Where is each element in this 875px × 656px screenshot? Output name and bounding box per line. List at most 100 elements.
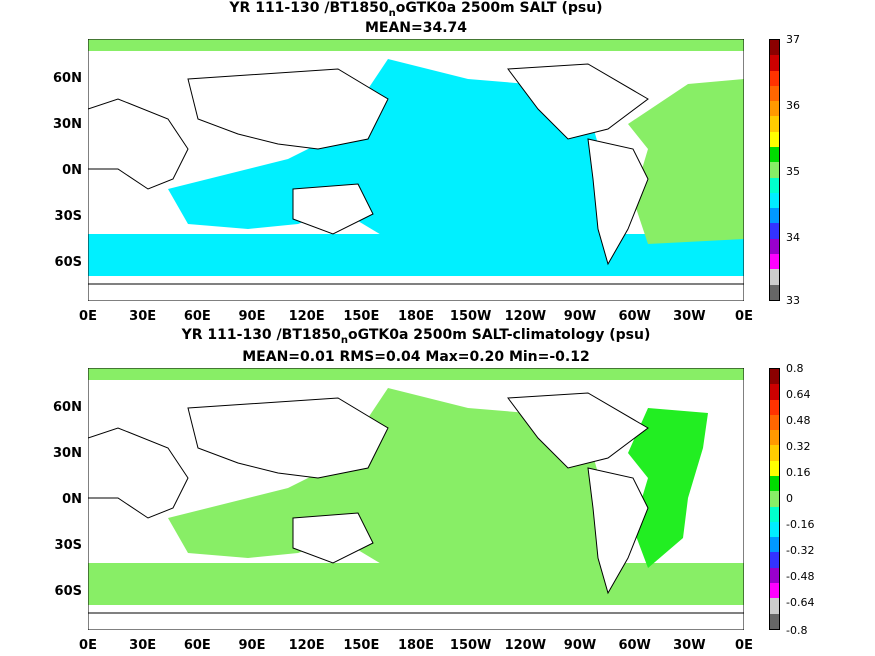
colorbar-swatch [770,131,779,147]
lon-label: 60E [183,309,211,324]
panel1-lat-label: 60S [54,255,82,270]
lon-label: 30W [673,638,706,653]
lon-label: 150W [449,309,492,324]
colorbar-swatch [770,475,779,492]
panel1-lat-label: 60N [53,71,82,86]
panel2-north-america [507,392,649,469]
panel1-title-line2: MEAN=34.74 [364,20,468,36]
lon-label: 150E [343,638,380,653]
lon-label: 180E [397,638,435,653]
panel2-australia [292,512,374,564]
colorbar-swatch [770,223,779,239]
lon-label: 30W [673,309,706,324]
colorbar-swatch [770,613,779,629]
colorbar-swatch [770,369,779,385]
panel1-map [88,39,744,301]
panel2-south-america [587,467,649,595]
panel1-atlantic-fill [628,79,744,244]
panel1-colorbar-label: 37 [786,33,800,46]
panel2-colorbar-label: -0.32 [786,544,815,557]
panel2-title-line2: MEAN=0.01 RMS=0.04 Max=0.20 Min=-0.12 [242,349,590,365]
panel2-lat-label: 0N [62,492,82,507]
panel1-antarctica [88,283,744,301]
panel2-colorbar-label: -0.8 [786,624,808,637]
lon-label: 90E [238,638,266,653]
panel1-colorbar-label: 36 [786,99,800,112]
colorbar-swatch [770,40,779,56]
lon-label: 30E [129,638,157,653]
colorbar-swatch [770,284,779,300]
colorbar-swatch [770,552,779,568]
lon-label: 150E [343,309,380,324]
panel2-colorbar-label: 0.48 [786,414,811,427]
colorbar-swatch [770,414,779,431]
panel2-atlantic-fill [628,408,708,568]
lon-label: 150W [449,638,492,653]
panel1-lat-label: 30S [54,209,82,224]
lon-label: 60E [183,638,211,653]
lon-label: 120E [288,309,325,324]
panel1-south-america [587,138,649,266]
colorbar-swatch [770,491,779,507]
colorbar-swatch [770,162,779,178]
lon-label: 30E [129,309,157,324]
panel1-arctic-fill [88,39,744,51]
panel2-colorbar-label: -0.48 [786,570,815,583]
panel1-colorbar-label: 33 [786,294,800,307]
panel1-lat-label: 0N [62,163,82,178]
colorbar-swatch [770,399,779,415]
colorbar-swatch [770,238,779,254]
colorbar-swatch [770,208,779,224]
lon-label: 0E [79,638,97,653]
panel2-colorbar-label: 0.64 [786,388,811,401]
colorbar-swatch [770,177,779,193]
colorbar-swatch [770,85,779,102]
panel1-australia [292,183,374,235]
lon-label: 120E [288,638,325,653]
panel1-pacific-indian-fill [168,59,608,274]
colorbar-swatch [770,116,779,132]
panel1-africa [88,98,189,190]
panel2-lat-label: 60N [53,400,82,415]
lon-label: 60W [618,638,651,653]
panel1-title-line1: YR 111-130 /BT1850noGTK0a 2500m SALT (ps… [229,0,603,19]
panel2-colorbar-label: -0.16 [786,518,815,531]
panel1-north-america [507,63,649,140]
lon-label: 0E [735,638,753,653]
colorbar-swatch [770,192,779,209]
panel2-colorbar-label: 0.32 [786,440,811,453]
colorbar-swatch [770,146,779,163]
colorbar-swatch [770,70,779,86]
panel2-colorbar-label: 0 [786,492,793,505]
lon-label: 90E [238,309,266,324]
colorbar-swatch [770,384,779,400]
lon-label: 120W [504,309,547,324]
panel2-colorbar-label: 0.8 [786,362,804,375]
colorbar-swatch [770,582,779,599]
colorbar-swatch [770,460,779,476]
colorbar-swatch [770,55,779,71]
panel1-lat-label: 30N [53,117,82,132]
panel1-colorbar [769,39,780,301]
panel2-asia [187,397,389,479]
colorbar-swatch [770,567,779,583]
panel1-asia [187,68,389,150]
lon-label: 120W [504,638,547,653]
panel2-africa [88,427,189,519]
panel2-pacific-indian-fill [168,388,608,603]
lon-label: 90W [563,638,597,653]
panel1-colorbar-label: 35 [786,165,800,178]
panel2-antarctica [88,612,744,630]
lon-label: 90W [563,309,597,324]
lon-label: 60W [618,309,651,324]
panel1-southern-ocean-fill [88,234,744,276]
panel2-map [88,368,744,630]
colorbar-swatch [770,598,779,614]
colorbar-swatch [770,101,779,117]
colorbar-swatch [770,253,779,270]
panel2-arctic-fill [88,368,744,380]
panel2-lat-label: 30S [54,538,82,553]
colorbar-swatch [770,506,779,522]
lon-label: 180E [397,309,435,324]
colorbar-swatch [770,445,779,461]
